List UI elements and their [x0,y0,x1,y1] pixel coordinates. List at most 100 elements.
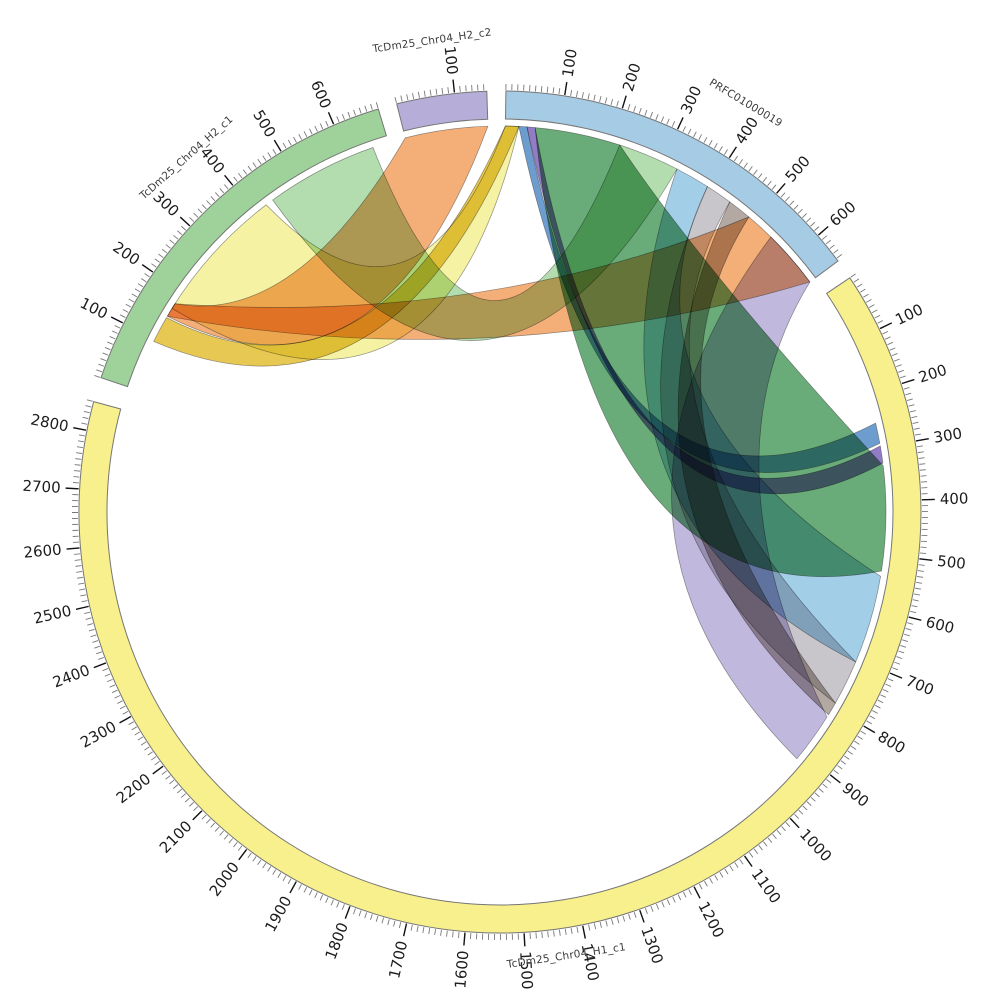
tick-label-TcDm25_Chr04_H1_c1-1900: 1900 [261,893,295,935]
minor-tick [358,910,362,917]
minor-tick [81,600,88,603]
minor-tick [714,875,719,881]
minor-tick [282,875,287,882]
minor-tick [902,639,909,643]
minor-tick [912,421,919,424]
minor-tick [599,921,602,928]
major-tick [93,662,107,669]
minor-tick [655,903,660,910]
major-tick [621,95,627,109]
minor-tick [104,673,111,677]
minor-tick [375,102,379,109]
minor-tick [762,176,768,183]
minor-tick [906,398,913,401]
minor-tick [896,656,903,660]
segment-TcDm25_Chr04_H2_c2 [396,90,489,132]
minor-tick [85,617,92,620]
minor-tick [627,104,631,111]
minor-tick [173,234,179,240]
minor-tick [889,347,896,351]
minor-tick [410,924,413,931]
minor-tick [319,894,324,901]
minor-tick [341,113,345,120]
major-tick [344,906,351,919]
minor-tick [666,899,671,906]
minor-tick [874,314,881,319]
minor-tick [552,87,555,94]
minor-tick [818,788,824,793]
minor-tick [223,834,229,840]
minor-tick [708,140,713,146]
tick-label-PRFC01000019-300: 300 [677,83,705,117]
minor-tick [128,721,135,726]
minor-tick [899,375,906,379]
minor-tick [564,928,567,935]
major-tick [639,909,645,923]
tick-label-TcDm25_Chr04_H1_c1-2200: 2200 [113,770,154,807]
minor-tick [660,116,665,123]
minor-tick [905,392,912,396]
minor-tick [540,86,543,93]
minor-tick [911,605,918,608]
minor-tick [154,761,160,766]
minor-tick [77,576,84,579]
major-tick [776,183,786,194]
major-tick [908,616,922,621]
minor-tick [854,740,860,745]
minor-tick [102,668,109,672]
minor-tick [287,878,292,885]
minor-tick [797,208,803,214]
minor-tick [871,309,878,314]
minor-tick [309,128,313,135]
minor-tick [96,651,102,655]
minor-tick [75,458,82,460]
minor-tick [903,633,910,637]
minor-tick [610,98,614,105]
minor-tick [210,196,216,202]
minor-tick [193,806,199,812]
minor-tick [763,841,768,847]
major-tick [676,117,684,130]
minor-tick [703,137,708,143]
minor-tick [581,92,584,99]
tick-label-TcDm25_Chr04_H2_c2-100: 100 [440,45,461,75]
minor-tick [810,221,816,227]
minor-tick [144,273,150,278]
segment-PRFC01000019 [504,90,839,279]
minor-tick [193,212,199,218]
minor-tick [96,369,103,373]
minor-tick [87,623,94,626]
minor-tick [109,336,116,340]
minor-tick [887,341,894,346]
minor-tick [916,445,923,448]
minor-tick [822,783,828,789]
minor-tick [794,813,799,819]
minor-tick [446,930,448,937]
minor-tick [122,710,129,715]
tick-label-TcDm25_Chr04_H2_c1-500: 500 [249,107,279,141]
minor-tick [169,239,175,245]
major-tick [523,933,526,947]
minor-tick [92,640,99,643]
minor-tick [911,415,918,419]
minor-tick [850,745,857,750]
segment-TcDm25_Chr04_H2_c1 [100,108,388,388]
minor-tick [81,422,88,425]
minor-tick [78,582,85,585]
minor-tick [422,927,425,934]
tick-label-TcDm25_Chr04_H1_c1-2800: 2800 [29,410,70,435]
minor-tick [874,704,881,709]
minor-tick [242,169,248,175]
minor-tick [341,904,345,911]
minor-tick [394,96,397,104]
minor-tick [177,230,183,236]
minor-tick [558,88,561,95]
minor-tick [683,891,687,898]
major-tick [863,725,876,734]
minor-tick [655,114,659,121]
minor-tick [733,155,739,162]
minor-tick [298,884,302,890]
minor-tick [605,920,608,927]
minor-tick [165,244,171,249]
minor-tick [214,192,220,198]
